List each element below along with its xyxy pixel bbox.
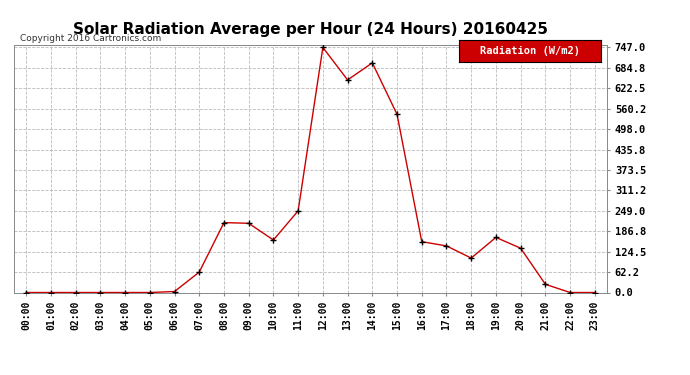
Text: Copyright 2016 Cartronics.com: Copyright 2016 Cartronics.com — [20, 33, 161, 42]
Title: Solar Radiation Average per Hour (24 Hours) 20160425: Solar Radiation Average per Hour (24 Hou… — [73, 22, 548, 38]
